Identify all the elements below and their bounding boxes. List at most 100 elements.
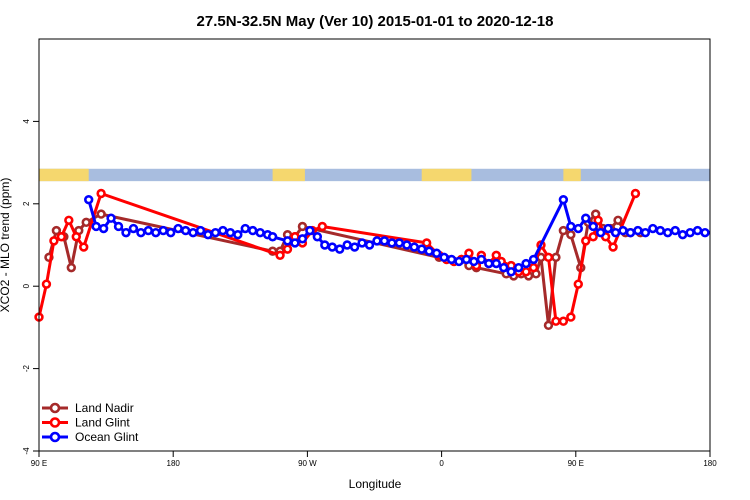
data-point (655, 225, 665, 236)
data-point (64, 215, 74, 225)
data-point (335, 244, 345, 254)
data-point (566, 230, 576, 240)
data-point (663, 227, 673, 238)
data-point (521, 258, 531, 269)
data-point (305, 225, 315, 236)
surface-strip-land-1 (272, 168, 305, 182)
data-point (421, 238, 432, 248)
data-point (180, 225, 191, 236)
data-point (603, 223, 613, 234)
data-point (317, 221, 328, 232)
legend-item: Ocean Glint (42, 430, 139, 444)
y-axis-label: XCO2 - MLO trend (ppm) (0, 178, 12, 313)
data-point (84, 194, 94, 205)
legend-marker (49, 431, 61, 443)
data-point (188, 227, 198, 238)
data-point (275, 250, 285, 261)
data-point (461, 254, 472, 265)
data-point (151, 227, 161, 238)
data-point (248, 225, 258, 236)
data-point (91, 221, 101, 232)
data-point (469, 256, 479, 267)
data-point (233, 230, 243, 240)
data-point (610, 227, 621, 238)
data-point (267, 232, 278, 242)
data-point (670, 225, 680, 236)
data-point (573, 223, 583, 234)
data-point (491, 258, 501, 269)
data-point (543, 252, 554, 263)
data-point (203, 230, 213, 240)
data-point (282, 236, 293, 246)
data-point (543, 320, 554, 331)
data-point (96, 188, 106, 199)
chart-title: 27.5N-32.5N May (Ver 10) 2015-01-01 to 2… (197, 13, 554, 30)
data-point (521, 267, 531, 277)
data-point (558, 225, 569, 236)
data-point (506, 267, 516, 277)
data-point (297, 234, 308, 244)
data-point (499, 262, 509, 273)
legend-item: Land Glint (42, 416, 130, 430)
data-point (700, 227, 710, 238)
data-point (113, 221, 124, 232)
data-point (240, 223, 250, 234)
legend-label: Land Nadir (75, 401, 134, 415)
y-tick-label: 0 (22, 283, 31, 288)
data-point (558, 316, 569, 326)
data-point (121, 227, 131, 238)
x-tick-label: 180 (167, 459, 181, 468)
data-point (613, 215, 623, 225)
data-point (357, 238, 367, 248)
y-tick-label: -2 (22, 364, 31, 372)
data-point (581, 236, 591, 246)
y-axis: -4 -2 0 2 4 (22, 119, 39, 455)
data-point (342, 240, 352, 250)
data-point (417, 244, 427, 254)
x-axis: 90 E 180 90 W 0 90 E 180 (31, 451, 717, 468)
data-point (476, 254, 487, 265)
data-point (402, 240, 412, 250)
x-tick-label: 0 (439, 459, 444, 468)
data-point (409, 242, 419, 252)
plot-series (34, 188, 710, 331)
data-point (173, 223, 183, 234)
data-point (71, 232, 81, 242)
legend-label: Land Glint (75, 416, 130, 430)
data-point (297, 221, 308, 232)
data-point (327, 242, 337, 252)
data-point (195, 225, 206, 236)
data-point (581, 213, 591, 223)
data-point (349, 242, 360, 252)
data-point (692, 225, 703, 236)
data-point (551, 252, 561, 263)
legend-marker (49, 417, 61, 428)
data-point (677, 230, 688, 240)
data-point (98, 223, 109, 234)
surface-strip-land-0 (39, 168, 89, 182)
data-point (446, 254, 457, 265)
x-axis-label: Longitude (349, 477, 402, 491)
series-2 (84, 194, 710, 277)
data-point (379, 236, 390, 246)
data-point (633, 225, 643, 236)
data-point (79, 242, 89, 252)
data-point (595, 227, 606, 238)
data-point (394, 238, 405, 248)
data-point (282, 244, 293, 254)
data-point (320, 240, 330, 250)
data-point (588, 221, 598, 232)
data-point (143, 225, 154, 236)
data-point (424, 246, 434, 256)
data-point (566, 312, 576, 322)
data-point (439, 252, 449, 263)
data-point (625, 227, 636, 238)
data-point (106, 213, 116, 223)
data-point (551, 316, 561, 326)
y-tick-label: 2 (22, 201, 31, 206)
data-point (312, 232, 323, 242)
data-point (491, 250, 501, 261)
y-tick-label: -4 (22, 447, 31, 455)
